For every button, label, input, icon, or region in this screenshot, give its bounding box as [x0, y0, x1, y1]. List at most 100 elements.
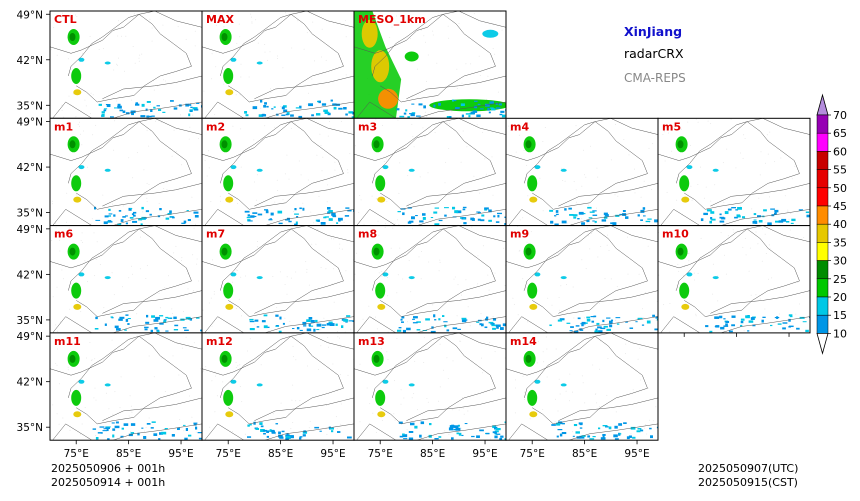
echo-cell	[375, 175, 386, 192]
echo-pixel	[397, 329, 402, 332]
weak-echo	[336, 389, 338, 390]
weak-echo	[239, 386, 241, 388]
weak-echo	[142, 211, 144, 213]
echo-pixel	[98, 103, 102, 106]
echo-cell	[534, 379, 541, 384]
weak-echo	[81, 232, 83, 234]
weak-echo	[72, 93, 74, 95]
map-content	[506, 118, 658, 226]
map-content	[658, 225, 810, 333]
echo-pixel	[709, 330, 713, 333]
weak-echo	[649, 419, 650, 421]
echo-cell	[679, 175, 690, 192]
echo-pixel	[488, 111, 491, 114]
weak-echo	[387, 331, 389, 333]
weak-echo	[733, 231, 735, 233]
weak-echo	[270, 88, 271, 90]
weak-echo	[345, 270, 347, 272]
echo-pixel	[618, 423, 623, 426]
weak-echo	[488, 189, 490, 191]
weak-echo	[515, 151, 517, 153]
weak-echo	[743, 134, 745, 136]
echo-pixel	[264, 102, 267, 105]
weak-echo	[680, 128, 682, 130]
weak-echo	[526, 164, 528, 166]
boundary-line	[747, 118, 810, 135]
lon-tick-label: 85°E	[572, 448, 597, 460]
weak-echo	[482, 372, 484, 374]
echo-pixel	[167, 213, 172, 215]
weak-echo	[69, 308, 71, 310]
weak-echo	[232, 281, 234, 283]
weak-echo	[371, 195, 373, 197]
echo-pixel	[499, 113, 503, 116]
weak-echo	[411, 123, 413, 125]
panel-label: m4	[510, 120, 529, 133]
boundary-line	[139, 11, 202, 28]
weak-echo	[345, 36, 347, 38]
weak-echo	[195, 223, 196, 225]
weak-echo	[558, 252, 560, 254]
echo-pixel	[264, 209, 269, 211]
echo-pixel	[135, 102, 139, 104]
weak-echo	[694, 279, 696, 281]
boundary-line	[291, 118, 354, 135]
weak-echo	[439, 343, 441, 345]
weak-echo	[764, 221, 766, 223]
echo-cell	[225, 303, 234, 310]
weak-echo	[597, 256, 599, 258]
echo-cell	[71, 282, 82, 299]
echo-pixel	[594, 330, 599, 333]
boundary-line	[508, 316, 658, 333]
weak-echo	[543, 361, 545, 363]
echo-pixel	[603, 325, 608, 328]
weak-echo	[465, 279, 467, 281]
echo-pixel	[723, 325, 729, 327]
echo-pixel	[574, 330, 579, 333]
boundary-line	[291, 225, 354, 243]
weak-echo	[375, 316, 376, 318]
boundary-line	[524, 121, 648, 210]
weak-echo	[84, 260, 86, 262]
weak-echo	[461, 82, 463, 84]
weak-echo	[94, 358, 96, 360]
weak-echo	[477, 255, 479, 257]
echo-pixel	[468, 115, 471, 118]
echo-cell	[78, 57, 85, 62]
weak-echo	[247, 350, 248, 352]
echo-pixel	[146, 423, 151, 425]
echo-pixel	[557, 319, 563, 322]
echo-pixel	[146, 314, 149, 318]
echo-pixel	[747, 330, 750, 332]
weak-echo	[75, 14, 77, 16]
weak-echo	[390, 247, 392, 249]
boundary-line	[506, 228, 596, 269]
echo-cell	[712, 276, 719, 280]
weak-echo	[717, 300, 719, 302]
weak-echo	[645, 292, 647, 294]
weak-echo	[596, 207, 597, 209]
weak-echo	[549, 149, 551, 151]
weak-echo	[141, 53, 143, 55]
weak-echo	[557, 410, 559, 412]
echo-pixel	[279, 316, 282, 320]
weak-echo	[61, 104, 63, 106]
boundary-line	[204, 423, 354, 441]
weak-echo	[749, 247, 751, 249]
weak-echo	[239, 94, 241, 96]
weak-echo	[131, 411, 133, 413]
weak-echo	[610, 159, 612, 161]
echo-pixel	[159, 322, 164, 325]
weak-echo	[394, 223, 396, 225]
echo-pixel	[257, 213, 263, 216]
echo-pixel	[586, 219, 590, 223]
echo-pixel	[579, 435, 585, 439]
weak-echo	[92, 94, 94, 96]
echo-pixel	[162, 111, 166, 113]
weak-echo	[148, 355, 150, 357]
weak-echo	[146, 182, 148, 184]
weak-echo	[530, 231, 532, 233]
weak-echo	[272, 276, 274, 277]
panel-label: m5	[662, 120, 681, 133]
